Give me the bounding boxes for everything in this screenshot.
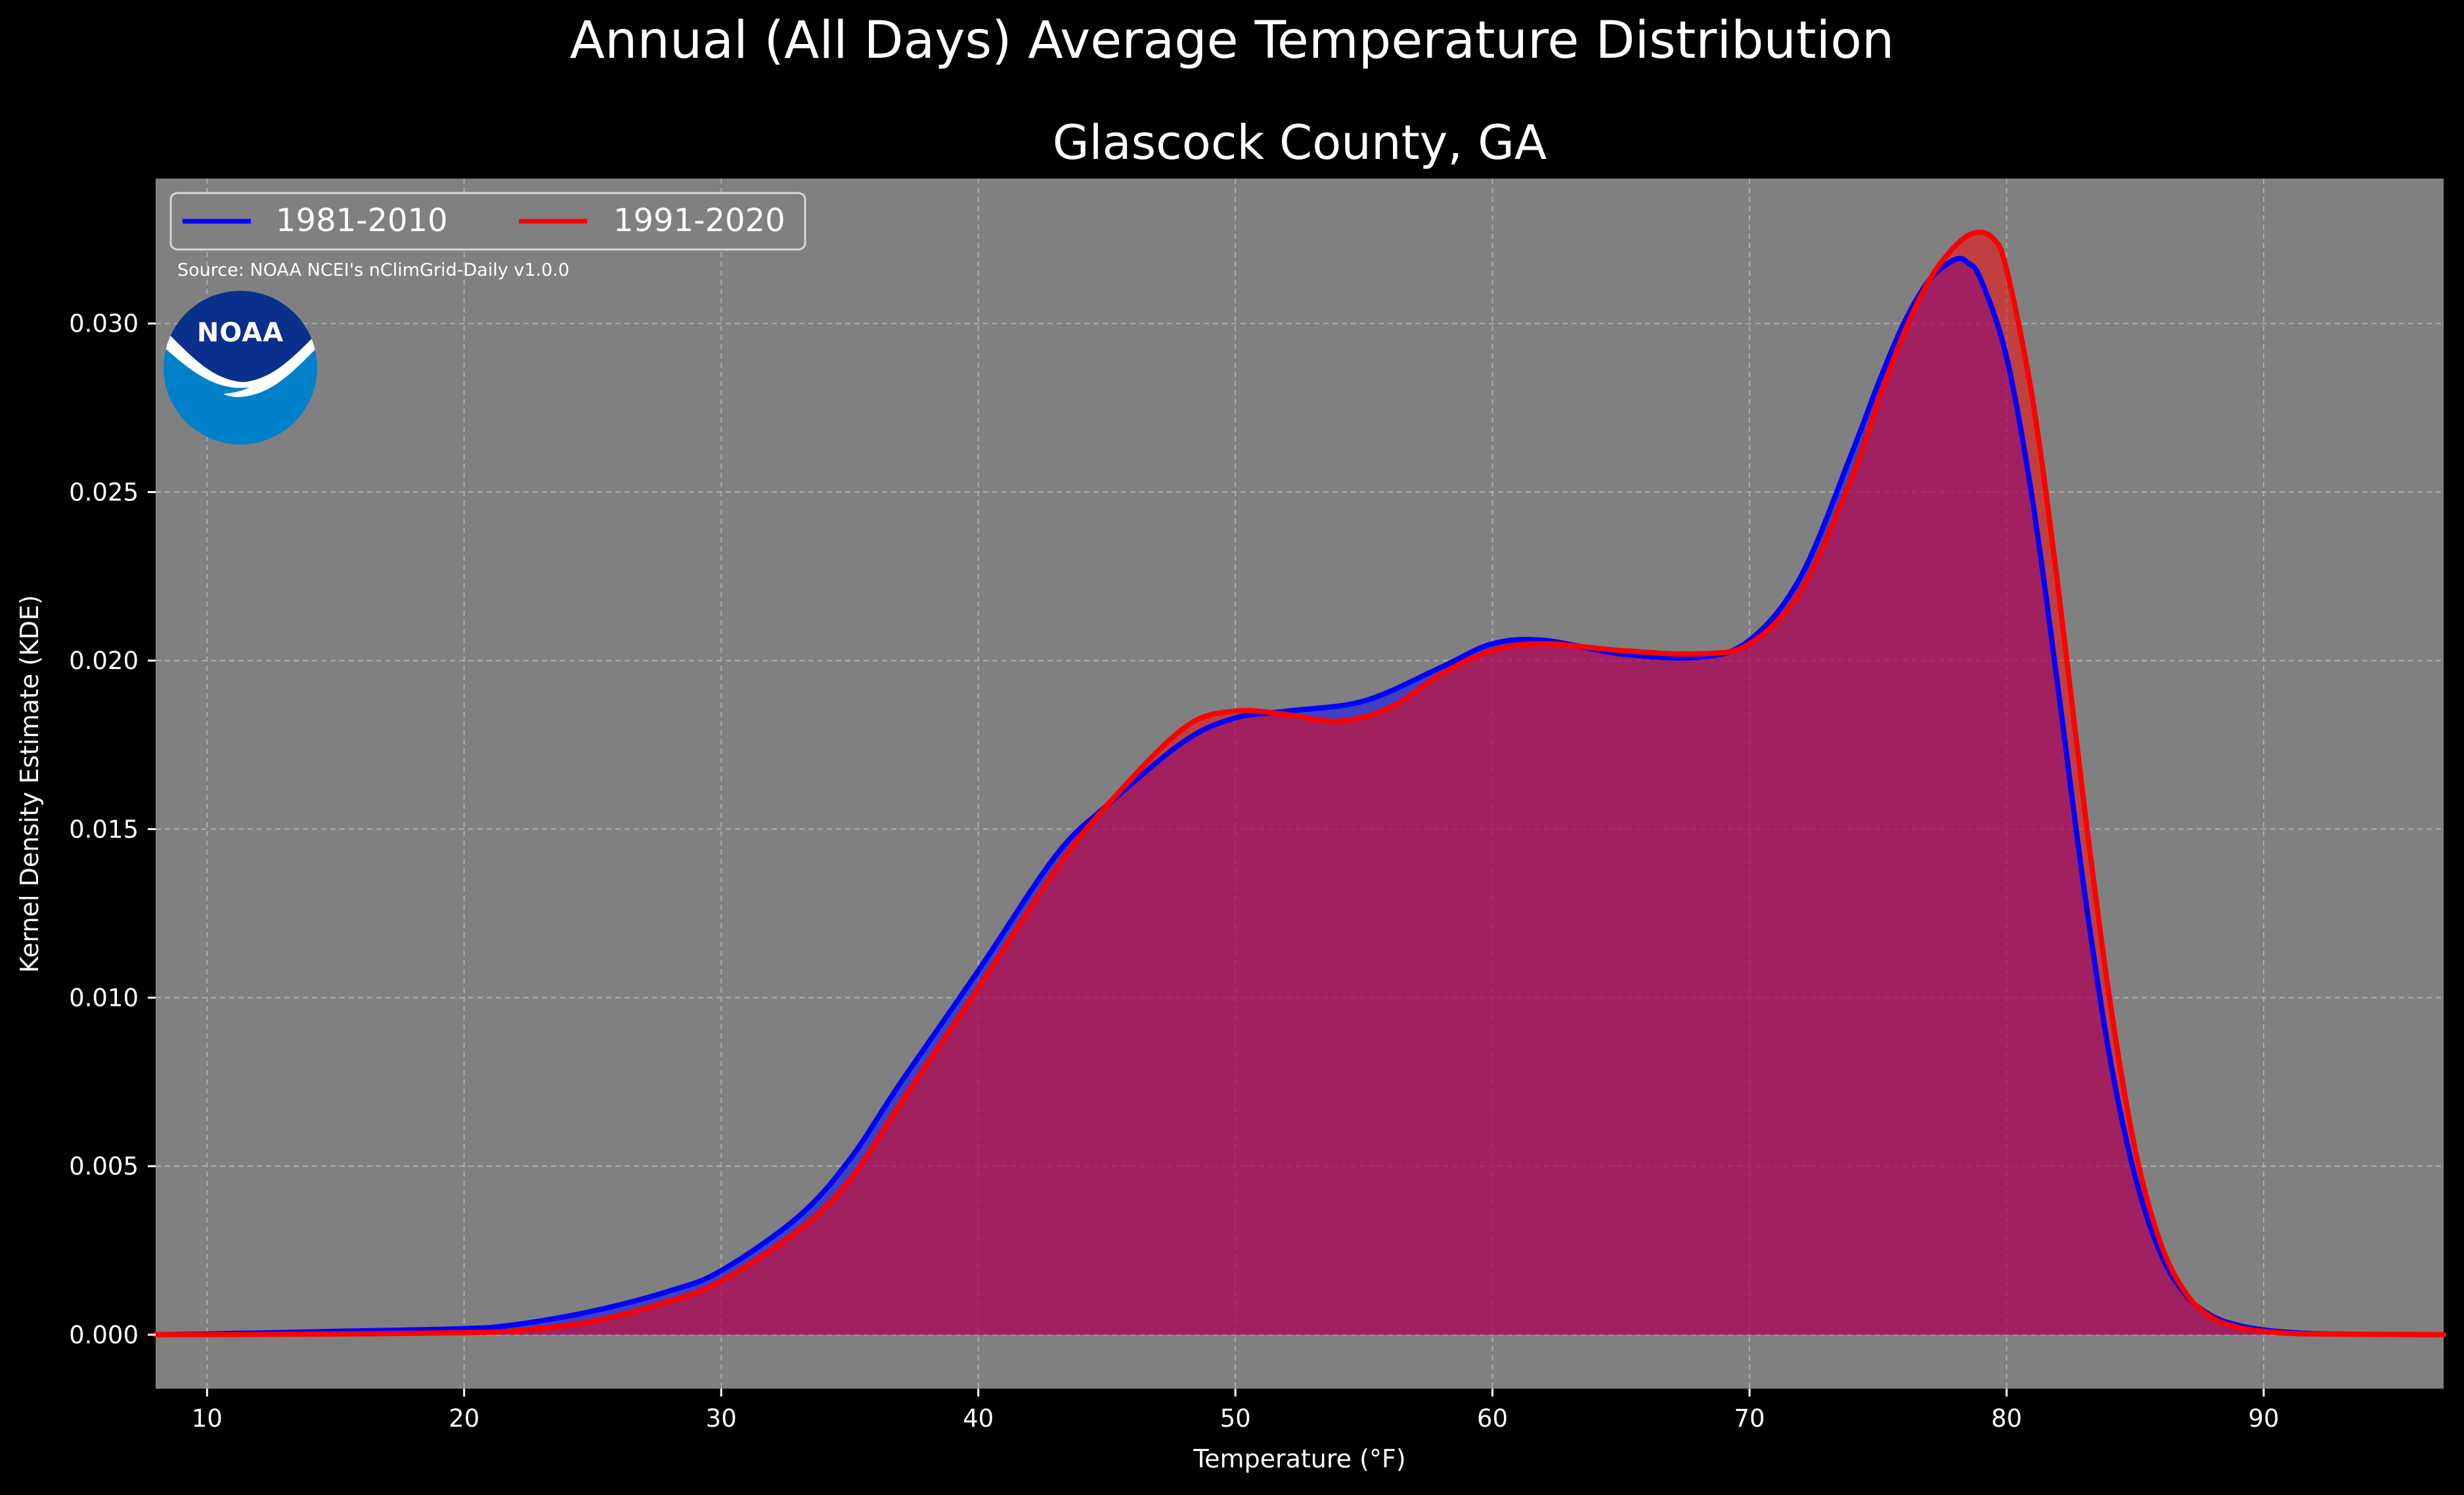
density-area-1991-2020 — [156, 232, 2444, 1335]
x-tick-label: 80 — [1991, 1404, 2022, 1433]
source-note: Source: NOAA NCEI's nClimGrid-Daily v1.0… — [177, 260, 569, 280]
x-tick-label: 90 — [2248, 1404, 2279, 1433]
noaa-logo-text: NOAA — [197, 318, 284, 348]
noaa-logo-gull — [164, 322, 317, 397]
x-tick-label: 70 — [1734, 1404, 1765, 1433]
y-axis-label: Kernel Density Estimate (KDE) — [15, 595, 44, 973]
chart-title: Glascock County, GA — [1053, 115, 1547, 170]
y-tick-label: 0.000 — [69, 1321, 139, 1349]
noaa-logo: NOAA — [164, 291, 317, 444]
x-axis-ticks: 10 20 30 40 50 60 70 80 90 — [192, 1389, 2279, 1433]
y-axis-ticks: 0.000 0.005 0.010 0.015 0.020 0.025 0.030 — [69, 310, 156, 1349]
legend-label-1991-2020: 1991-2020 — [613, 202, 785, 239]
x-tick-label: 20 — [449, 1404, 479, 1433]
y-tick-label: 0.015 — [69, 815, 139, 844]
legend-label-1981-2010: 1981-2010 — [276, 202, 448, 239]
x-tick-label: 40 — [963, 1404, 994, 1433]
x-tick-label: 30 — [706, 1404, 737, 1433]
x-tick-label: 60 — [1477, 1404, 1508, 1433]
figure-suptitle: Annual (All Days) Average Temperature Di… — [570, 11, 1895, 70]
y-tick-label: 0.010 — [69, 984, 139, 1012]
x-tick-label: 10 — [192, 1404, 223, 1433]
x-tick-label: 50 — [1220, 1404, 1251, 1433]
x-axis-label: Temperature (°F) — [1193, 1444, 1405, 1473]
density-areas — [156, 232, 2444, 1335]
y-tick-label: 0.030 — [69, 310, 139, 338]
legend-frame — [169, 192, 806, 251]
density-lines — [153, 229, 2446, 1337]
y-tick-label: 0.025 — [69, 478, 139, 506]
y-tick-label: 0.020 — [69, 647, 139, 675]
noaa-logo-upper-field — [164, 291, 317, 382]
density-line-1991-2020 — [153, 229, 2446, 1337]
legend: 1981-2010 1991-2020 — [169, 192, 806, 251]
y-tick-label: 0.005 — [69, 1152, 139, 1181]
